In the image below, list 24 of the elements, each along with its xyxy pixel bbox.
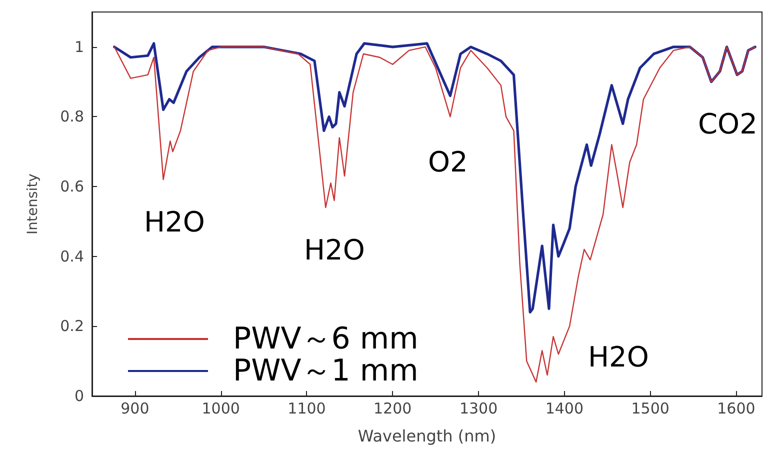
x-tick-label: 1600 <box>717 400 756 418</box>
x-tick-label: 900 <box>120 400 150 418</box>
y-tick-label: 0.8 <box>60 108 84 126</box>
x-tick-label: 1000 <box>202 400 240 418</box>
line-series <box>114 46 756 383</box>
y-tick-label: 0 <box>74 387 84 405</box>
x-tick-label: 1300 <box>459 400 498 418</box>
x-tick-label: 1200 <box>374 400 412 418</box>
annotation: H2O <box>588 340 649 374</box>
annotation: H2O <box>304 234 365 266</box>
x-tick-label: 1400 <box>545 400 584 418</box>
y-axis-title: Intensity <box>25 174 41 234</box>
legend-label: PWV～1 mm <box>233 354 418 388</box>
y-tick-label: 0.4 <box>60 247 84 266</box>
y-tick-label: 1 <box>74 38 84 56</box>
annotation: CO2 <box>698 108 758 140</box>
legend-label: PWV～6 mm <box>233 322 418 356</box>
annotation: O2 <box>428 146 468 178</box>
y-tick-label: 0.6 <box>60 178 84 196</box>
x-tick-label: 1500 <box>631 400 670 418</box>
annotation: H2O <box>144 206 205 238</box>
y-tick-label: 0.2 <box>60 317 84 336</box>
x-axis-title: Wavelength (nm) <box>358 426 496 446</box>
x-tick-label: 1100 <box>288 400 326 418</box>
